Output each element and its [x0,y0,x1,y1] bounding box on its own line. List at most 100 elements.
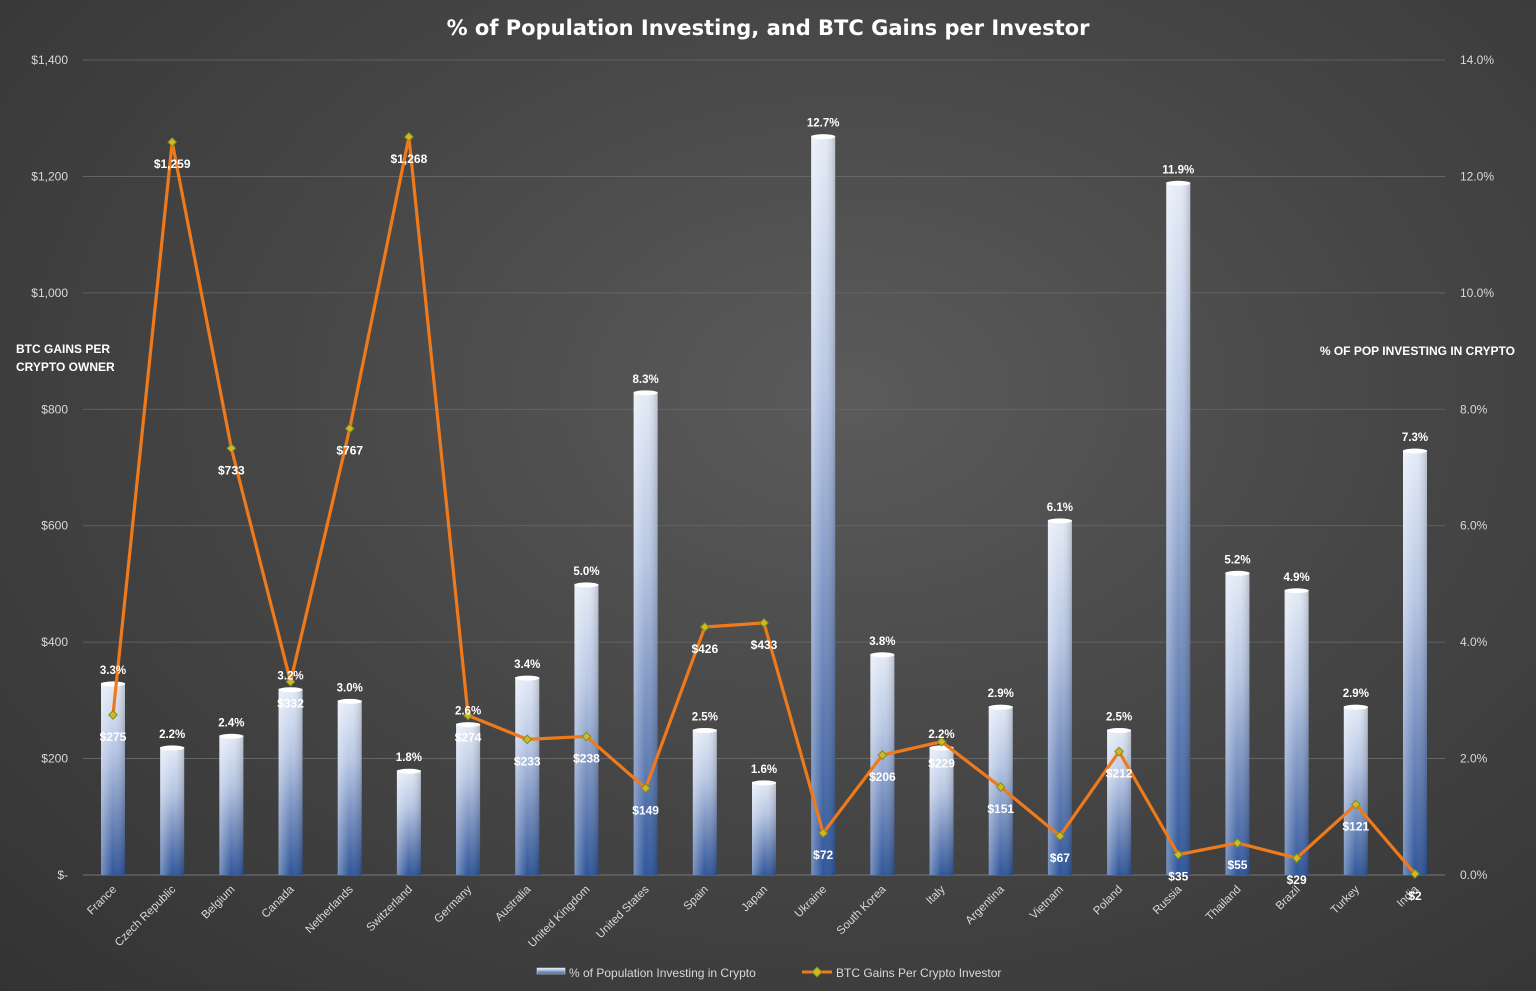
category-label: Spain [682,884,711,913]
legend-line-label: BTC Gains Per Crypto Investor [836,966,1001,980]
bar-shading [1047,519,1072,875]
bar-value-label: 4.9% [1284,572,1310,584]
right-tick-label: 4.0% [1460,635,1488,649]
bar-cap [811,134,836,140]
category-label: United States [594,883,651,940]
right-axis-ticks: 0.0% 2.0% 4.0% 6.0% 8.0% 10.0% 12.0% 14.0% [1460,53,1494,882]
bar-shading [219,735,244,875]
line-marker [1114,746,1125,757]
right-tick-label: 2.0% [1460,752,1488,766]
line-marker [1350,799,1361,810]
line-series [108,131,1420,879]
bar-cap [1284,588,1309,594]
bar-cap [1166,180,1191,186]
bar-shading [1403,450,1427,875]
category-label: Canada [260,883,297,920]
line-marker [1054,831,1065,841]
bar-value-label: 12.7% [807,118,840,130]
category-label: Russia [1151,883,1185,917]
line-marker [936,736,947,747]
bar-cap [1107,727,1132,733]
bar-cap [1047,518,1072,524]
bar-shading [1284,589,1309,875]
left-axis-ticks: $- $200 $400 $600 $800 $1,000 $1,200 $1,400 [31,53,68,882]
left-tick-label: $- [57,868,68,882]
bar-value-label: 2.6% [455,706,481,718]
bar-cap [752,780,776,786]
line-value-label: $238 [573,751,600,765]
data-labels: 3.3% 2.2% 2.4% 3.2% 3.0% 1.8% 2.6% 3.4% 5.0% 8.3%… [100,118,1428,903]
category-label: France [85,884,119,918]
bar-cap [337,698,362,704]
bar-shading [752,781,776,875]
bar-value-label: 5.0% [573,566,599,578]
line-value-label: $233 [514,754,541,768]
category-label: Netherlands [304,883,357,936]
line-value-label: $35 [1168,870,1188,884]
category-label: Brazil [1274,884,1303,913]
line-marker [1173,849,1184,860]
bar-cap [515,675,540,681]
bar-cap [1225,570,1250,576]
line-marker [699,622,710,632]
category-label: Poland [1091,884,1125,918]
right-tick-label: 6.0% [1460,519,1488,533]
bar-value-label: 1.6% [751,764,777,776]
line-marker [995,782,1006,793]
left-tick-label: $1,200 [31,169,68,183]
line-value-label: $151 [987,802,1014,816]
bar-shading [574,583,599,875]
line-value-label: $274 [455,730,482,744]
line-marker [522,734,533,745]
bar-value-label: 8.3% [633,374,659,386]
bar-cap [160,745,185,751]
line-marker [226,443,237,454]
line-marker [759,617,769,628]
line-value-label: $332 [277,697,304,711]
line-value-label: $149 [632,803,659,817]
category-label: Australia [493,883,534,924]
category-label: Italy [924,883,948,907]
category-label: Switzerland [365,884,416,935]
right-tick-label: 12.0% [1460,169,1494,183]
bar-shading [396,770,421,875]
line-value-label: $67 [1050,851,1070,865]
line-value-label: $733 [218,463,245,477]
gridlines [83,59,1445,876]
legend-line-marker [811,966,823,978]
line-value-label: $275 [100,730,127,744]
category-label: United Kingdom [526,884,592,950]
line-value-label: $767 [336,443,363,457]
left-tick-label: $400 [41,635,68,649]
line-marker [581,731,592,742]
bar-cap [692,727,717,733]
line-value-label: $206 [869,770,896,784]
line-marker [1291,853,1302,864]
bar-shading [633,391,658,875]
bar-shading [337,700,362,875]
left-tick-label: $1,000 [31,286,68,300]
line-value-label: $29 [1287,873,1307,887]
bar-cap [456,722,481,728]
legend: % of Population Investing in Crypto BTC … [536,966,1001,980]
left-tick-label: $1,400 [31,53,68,67]
bar-shading [811,135,836,875]
category-label: Turkey [1329,883,1362,916]
bar-value-label: 2.2% [159,729,185,741]
bar-cap [574,582,599,588]
bar-cap [988,704,1013,710]
left-tick-label: $800 [41,402,68,416]
line-marker [344,423,355,434]
category-label: Ukraine [793,884,830,921]
bar-shading [692,729,717,875]
bar-value-label: 3.2% [277,671,303,683]
line-marker [818,828,829,839]
line-value-label: $1,259 [154,157,191,171]
line-marker [403,131,414,142]
line-marker [877,750,888,761]
legend-bar-swatch [536,967,566,975]
line-value-label: $229 [928,757,955,771]
bar-cap [219,733,244,739]
bar-value-label: 2.9% [988,688,1014,700]
bar-value-label: 3.4% [514,659,540,671]
